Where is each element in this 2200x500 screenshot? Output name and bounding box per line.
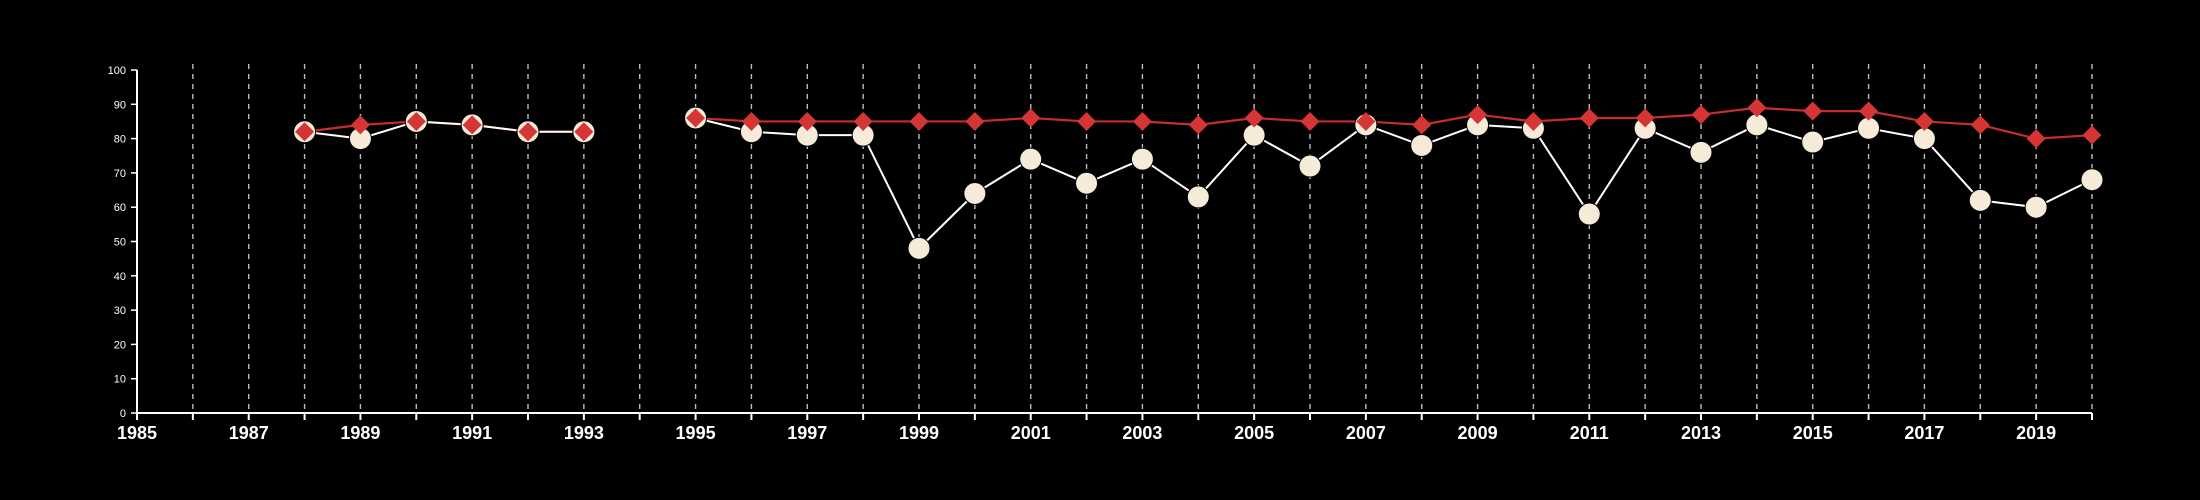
point-diamond <box>1188 115 1208 135</box>
point-diamond <box>1691 105 1711 125</box>
y-tick-label: 70 <box>114 168 126 180</box>
point-diamond <box>686 108 706 128</box>
point-diamond <box>1859 101 1879 121</box>
point-circle <box>1968 188 1992 212</box>
point-diamond <box>1021 108 1041 128</box>
y-tick-label: 40 <box>114 271 126 283</box>
y-tick-label: 60 <box>114 202 126 214</box>
x-tick-label: 1999 <box>899 423 939 443</box>
series-line-white <box>695 117 2093 250</box>
axes <box>131 69 2093 420</box>
point-diamond <box>741 111 761 131</box>
x-tick-label: 2015 <box>1793 423 1833 443</box>
point-circle <box>907 236 931 260</box>
point-diamond <box>1468 105 1488 125</box>
series-line-red <box>695 106 2093 140</box>
point-diamond <box>1635 108 1655 128</box>
point-circle <box>2024 195 2048 219</box>
point-circle <box>1075 171 1099 195</box>
point-diamond <box>1747 98 1767 118</box>
x-tick-label: 2003 <box>1122 423 1162 443</box>
point-circle <box>1130 147 1154 171</box>
point-diamond <box>1412 115 1432 135</box>
point-circle <box>1186 185 1210 209</box>
y-tick-label: 0 <box>120 408 126 420</box>
point-circle <box>2080 168 2104 192</box>
point-diamond <box>797 111 817 131</box>
point-diamond <box>1523 111 1543 131</box>
point-circle <box>1019 147 1043 171</box>
point-diamond <box>2026 129 2046 149</box>
point-diamond <box>965 111 985 131</box>
point-diamond <box>853 111 873 131</box>
x-tick-label: 1993 <box>564 423 604 443</box>
point-diamond <box>1300 111 1320 131</box>
point-diamond <box>518 122 538 142</box>
point-circle <box>1577 202 1601 226</box>
y-tick-label: 10 <box>114 374 126 386</box>
series-markers <box>293 98 2104 260</box>
point-diamond <box>1132 111 1152 131</box>
y-tick-label: 50 <box>114 237 126 249</box>
x-tick-label: 2011 <box>1570 423 1609 443</box>
point-diamond <box>1914 111 1934 131</box>
point-circle <box>1298 154 1322 178</box>
x-tick-label: 2009 <box>1458 423 1498 443</box>
point-diamond <box>574 122 594 142</box>
point-diamond <box>1356 111 1376 131</box>
point-diamond <box>2082 125 2102 145</box>
y-tick-label: 80 <box>114 134 126 146</box>
x-tick-label: 1985 <box>117 423 157 443</box>
x-tick-label: 2005 <box>1234 423 1274 443</box>
series-line-white <box>304 120 584 140</box>
y-tick-label: 30 <box>114 305 126 317</box>
y-tick-label: 100 <box>108 65 126 77</box>
x-tick-label: 1989 <box>340 423 380 443</box>
x-tick-label: 2001 <box>1011 423 1051 443</box>
x-tick-label: 1995 <box>676 423 716 443</box>
x-tick-label: 2013 <box>1681 423 1721 443</box>
point-circle <box>1410 133 1434 157</box>
y-tick-label: 20 <box>114 339 126 351</box>
x-tick-label: 2017 <box>1904 423 1944 443</box>
x-tick-label: 1991 <box>452 423 492 443</box>
x-tick-label: 1997 <box>787 423 827 443</box>
tick-labels: 1985 1987 1989 1991 1993 1995 1997 1999 2001 2003… <box>108 65 2057 443</box>
x-tick-label: 2007 <box>1346 423 1386 443</box>
point-diamond <box>462 115 482 135</box>
point-circle <box>1689 140 1713 164</box>
point-circle <box>963 181 987 205</box>
gridlines <box>192 64 2093 413</box>
point-diamond <box>1244 108 1264 128</box>
point-diamond <box>295 122 315 142</box>
point-diamond <box>350 115 370 135</box>
point-diamond <box>1077 111 1097 131</box>
x-tick-label: 2019 <box>2016 423 2056 443</box>
x-tick-label: 1987 <box>229 423 269 443</box>
point-diamond <box>1970 115 1990 135</box>
point-diamond <box>1579 108 1599 128</box>
point-diamond <box>406 111 426 131</box>
point-diamond <box>1803 101 1823 121</box>
point-diamond <box>909 111 929 131</box>
point-circle <box>1801 130 1825 154</box>
y-tick-label: 90 <box>114 99 126 111</box>
